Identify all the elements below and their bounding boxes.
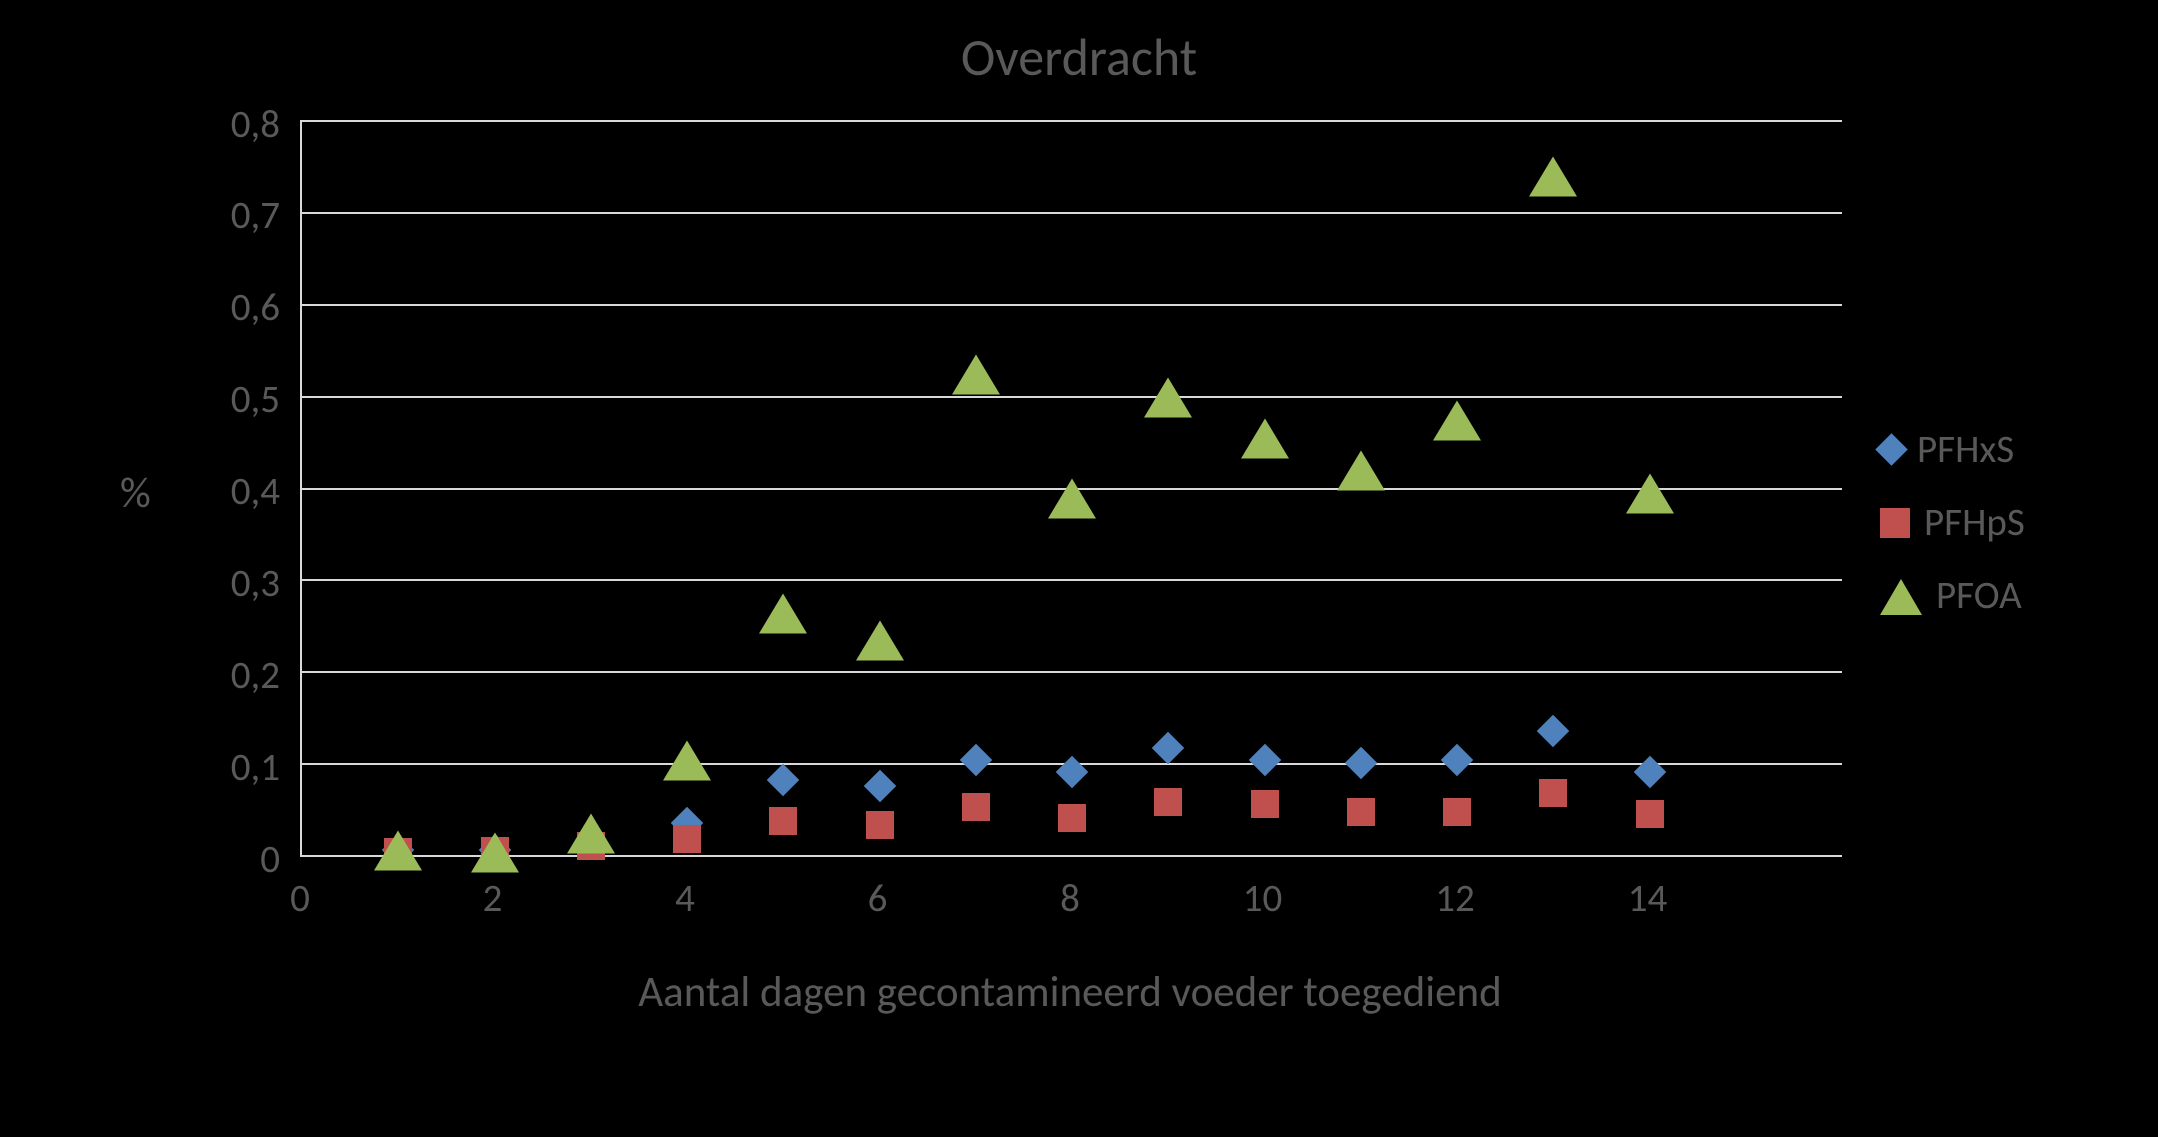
x-tick-label: 12	[1415, 875, 1495, 922]
y-tick-label: 0,5	[180, 376, 280, 423]
diamond-marker	[868, 775, 891, 798]
x-tick-label: 6	[838, 875, 918, 922]
triangle-marker	[567, 811, 615, 854]
legend-label: PFHpS	[1924, 499, 2025, 546]
triangle-marker	[952, 351, 1000, 394]
triangle-marker	[1529, 154, 1577, 197]
triangle-marker	[1241, 415, 1289, 458]
y-axis-label: %	[120, 466, 151, 519]
diamond-marker	[1253, 749, 1276, 772]
square-marker	[866, 811, 894, 839]
chart-title: Overdracht	[0, 25, 2158, 89]
triangle-marker	[759, 590, 807, 633]
diamond-marker	[1060, 761, 1083, 784]
x-axis-label: Aantal dagen gecontamineerd voeder toege…	[300, 965, 1840, 1018]
triangle-marker	[1337, 448, 1385, 491]
y-tick-label: 0,4	[180, 468, 280, 515]
gridline	[302, 120, 1842, 122]
legend-item: PFHpS	[1880, 499, 2025, 546]
triangle-marker	[1048, 475, 1096, 518]
square-marker	[769, 807, 797, 835]
legend-label: PFHxS	[1917, 426, 2014, 473]
square-marker	[1636, 800, 1664, 828]
plot-area	[300, 120, 1842, 857]
y-tick-label: 0,8	[180, 101, 280, 148]
legend-label: PFOA	[1936, 572, 2022, 619]
square-marker	[1539, 779, 1567, 807]
y-tick-label: 0,1	[180, 744, 280, 791]
gridline	[302, 212, 1842, 214]
square-marker	[1058, 804, 1086, 832]
gridline	[302, 304, 1842, 306]
diamond-marker	[1880, 438, 1903, 461]
square-marker	[962, 793, 990, 821]
diamond-marker	[1157, 736, 1180, 759]
diamond-marker	[1349, 752, 1372, 775]
x-tick-label: 14	[1608, 875, 1688, 922]
square-marker	[1880, 508, 1910, 538]
triangle-marker	[374, 828, 422, 871]
y-tick-label: 0,7	[180, 192, 280, 239]
legend: PFHxS PFHpS PFOA	[1880, 400, 2025, 645]
x-tick-label: 2	[453, 875, 533, 922]
diamond-marker	[1638, 761, 1661, 784]
chart-container: Overdracht % Aantal dagen gecontamineerd…	[0, 0, 2158, 1137]
triangle-marker	[1433, 397, 1481, 440]
square-marker	[673, 825, 701, 853]
diamond-marker	[772, 768, 795, 791]
y-tick-label: 0,6	[180, 284, 280, 331]
square-marker	[1347, 798, 1375, 826]
gridline	[302, 396, 1842, 398]
x-tick-label: 8	[1030, 875, 1110, 922]
diamond-marker	[1445, 749, 1468, 772]
gridline	[302, 671, 1842, 673]
x-tick-label: 10	[1223, 875, 1303, 922]
y-tick-label: 0,2	[180, 652, 280, 699]
triangle-marker	[663, 737, 711, 780]
triangle-marker	[1144, 374, 1192, 417]
triangle-marker	[1880, 576, 1922, 615]
gridline	[302, 579, 1842, 581]
square-marker	[1251, 790, 1279, 818]
square-marker	[1443, 798, 1471, 826]
diamond-marker	[1542, 719, 1565, 742]
triangle-marker	[471, 830, 519, 873]
triangle-marker	[856, 618, 904, 661]
legend-item: PFOA	[1880, 572, 2025, 619]
triangle-marker	[1626, 471, 1674, 514]
legend-item: PFHxS	[1880, 426, 2025, 473]
x-tick-label: 4	[645, 875, 725, 922]
y-tick-label: 0,3	[180, 560, 280, 607]
square-marker	[1154, 788, 1182, 816]
x-tick-label: 0	[260, 875, 340, 922]
diamond-marker	[964, 749, 987, 772]
